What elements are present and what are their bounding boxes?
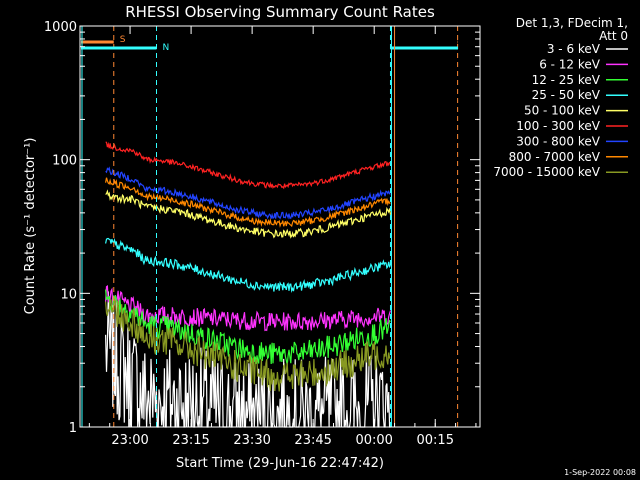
legend-label-5: 100 - 300 keV [516, 119, 600, 133]
marker-label-0: S [120, 35, 126, 45]
series-line-1 [105, 285, 392, 332]
legend-label-4: 50 - 100 keV [524, 104, 601, 118]
series-line-2 [105, 289, 391, 366]
x-tick-label-0: 23:00 [111, 433, 148, 448]
y-tick-label-2: 100 [52, 154, 77, 169]
legend-label-8: 7000 - 15000 keV [493, 165, 600, 179]
plot-frame [79, 25, 481, 428]
series-line-8 [105, 296, 391, 392]
series-line-5 [105, 141, 391, 190]
legend-label-2: 12 - 25 keV [532, 73, 601, 87]
chart-title: RHESSI Observing Summary Count Rates [125, 3, 435, 21]
x-tick-label-1: 23:15 [172, 433, 209, 448]
legend-label-3: 25 - 50 keV [532, 88, 601, 102]
marker-layer: SN [81, 26, 459, 427]
legend-header-line-1: Det 1,3, FDecim 1, [516, 16, 628, 30]
legend-label-7: 800 - 7000 keV [509, 150, 601, 164]
legend-label-6: 300 - 800 keV [516, 134, 600, 148]
x-tick-label-2: 23:30 [233, 433, 270, 448]
y-axis-label: Count Rate (s⁻¹ detector⁻¹) [23, 138, 38, 315]
series-line-3 [105, 237, 392, 293]
legend-label-0: 3 - 6 keV [547, 42, 601, 56]
legend-label-1: 6 - 12 keV [539, 57, 601, 71]
y-tick-label-0: 1 [69, 421, 77, 436]
y-tick-label-1: 10 [60, 287, 77, 302]
legend-header-line-2: Att 0 [599, 29, 628, 43]
y-tick-label-3: 1000 [44, 20, 77, 35]
series-line-6 [105, 166, 391, 220]
series-line-7 [105, 177, 391, 228]
x-tick-label-3: 23:45 [294, 433, 331, 448]
axis-layer: 23:00 23:15 23:30 23:45 00:00 00:15 1 10 100 1000 [44, 20, 480, 448]
x-axis-label: Start Time (29-Jun-16 22:47:42) [176, 456, 384, 471]
series-line-4 [105, 189, 392, 239]
x-tick-label-4: 00:00 [355, 433, 392, 448]
x-tick-label-5: 00:15 [417, 433, 454, 448]
series-line-0 [105, 291, 391, 428]
timestamp: 1-Sep-2022 00:08 [564, 468, 636, 477]
series-layer [105, 141, 392, 428]
marker-label-1: N [163, 43, 170, 53]
